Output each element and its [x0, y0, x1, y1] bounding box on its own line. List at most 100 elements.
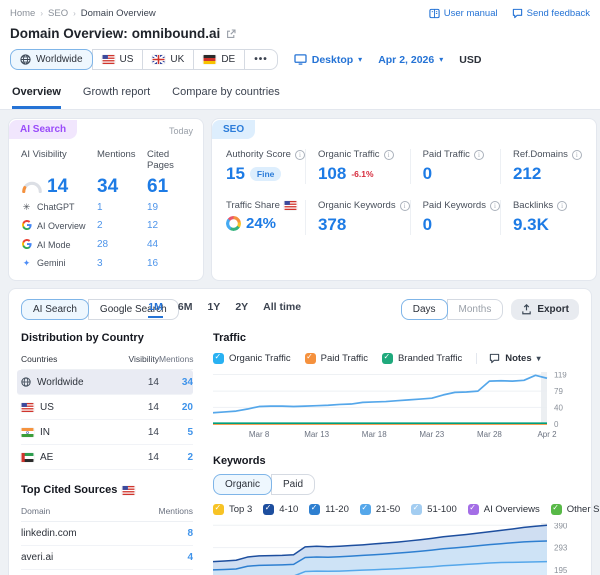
checkbox-top3[interactable]: Top 3	[213, 503, 252, 515]
checkbox-organic-traffic[interactable]: Organic Traffic	[213, 352, 291, 364]
google-g-icon	[21, 219, 32, 232]
desktop-icon	[294, 54, 307, 65]
info-icon[interactable]	[294, 149, 305, 160]
granularity-days[interactable]: Days	[400, 299, 448, 320]
chatgpt-mentions[interactable]: 1	[97, 201, 103, 213]
backlinks-value[interactable]: 9.3K	[512, 215, 549, 234]
svg-text:40: 40	[554, 403, 563, 412]
us-flag-icon	[284, 201, 297, 210]
info-icon[interactable]	[557, 200, 568, 211]
table-row-worldwide[interactable]: Worldwide 14 34	[17, 370, 193, 395]
breadcrumb-separator: ›	[40, 9, 44, 18]
countries-section-title: Distribution by Country	[21, 332, 144, 344]
tab-growth-report[interactable]: Growth report	[82, 86, 151, 98]
col-mentions: Mentions	[97, 149, 136, 160]
gemini-cited[interactable]: 16	[147, 257, 159, 269]
region-worldwide[interactable]: Worldwide	[10, 49, 93, 70]
ref-domains-value[interactable]: 212	[512, 164, 542, 183]
checkbox-21-50[interactable]: 21-50	[359, 503, 400, 515]
metric-traffic-share: Traffic Share 24%	[226, 200, 305, 235]
tab-compare-by-countries[interactable]: Compare by countries	[172, 86, 280, 98]
range-1m[interactable]: 1M	[148, 301, 163, 318]
region-uk[interactable]: UK	[142, 49, 195, 70]
chatgpt-cited[interactable]: 19	[147, 201, 159, 213]
checkbox-paid-traffic[interactable]: Paid Traffic	[304, 352, 368, 364]
organic-keywords-value[interactable]: 378	[317, 215, 347, 234]
organic-traffic-value[interactable]: 108	[317, 164, 347, 183]
region-us[interactable]: US	[91, 49, 144, 70]
info-icon[interactable]	[473, 149, 484, 160]
breadcrumb-home[interactable]: Home	[10, 8, 36, 19]
region-de[interactable]: DE	[193, 49, 246, 70]
sources-table: Domain Mentions linkedin.com 8 averi.ai …	[21, 503, 193, 575]
info-icon[interactable]	[383, 149, 394, 160]
range-2y[interactable]: 2Y	[235, 301, 249, 313]
toggle-paid[interactable]: Paid	[271, 474, 316, 495]
keywords-legend: Top 3 4-10 11-20 21-50 51-100 AI Overvie…	[213, 503, 600, 515]
toggle-ai-search[interactable]: AI Search	[21, 299, 89, 320]
svg-text:Mar 18: Mar 18	[362, 430, 387, 439]
authority-score-value[interactable]: 15	[226, 164, 245, 183]
svg-text:119: 119	[554, 372, 567, 379]
traffic-legend: Organic Traffic Paid Traffic Branded Tra…	[213, 352, 579, 364]
toggle-organic[interactable]: Organic	[213, 474, 273, 495]
date-dropdown[interactable]: Apr 2, 2026 ▾	[378, 53, 444, 66]
range-1y[interactable]: 1Y	[207, 301, 221, 313]
range-6m[interactable]: 6M	[177, 301, 193, 313]
table-row-averi[interactable]: averi.ai 4	[21, 546, 193, 570]
range-all-time[interactable]: All time	[263, 301, 302, 313]
svg-text:0: 0	[554, 420, 559, 429]
checkbox-branded-traffic[interactable]: Branded Traffic	[381, 352, 462, 364]
paid-keywords-value[interactable]: 0	[422, 215, 433, 234]
book-icon	[429, 8, 440, 19]
user-manual-link[interactable]: User manual	[429, 8, 498, 19]
table-row-us[interactable]: US 14 20	[21, 395, 193, 420]
ai-mode-mentions[interactable]: 28	[97, 238, 109, 250]
granularity-months[interactable]: Months	[446, 299, 504, 320]
checkbox-ai-overviews[interactable]: AI Overviews	[467, 503, 540, 515]
chatgpt-icon: ✳	[22, 201, 31, 212]
external-link-icon[interactable]	[226, 28, 236, 39]
breadcrumb-seo[interactable]: SEO	[48, 8, 69, 19]
ai-overview-cited[interactable]: 12	[147, 219, 159, 231]
svg-text:79: 79	[554, 387, 563, 396]
tab-overview[interactable]: Overview	[12, 80, 61, 109]
ae-flag-icon	[21, 452, 34, 462]
table-row-youtube[interactable]: youtube.com 4	[21, 570, 193, 575]
svg-text:Apr 2: Apr 2	[537, 430, 557, 439]
paid-traffic-value[interactable]: 0	[422, 164, 433, 183]
table-row-ae[interactable]: AE 14 2	[21, 445, 193, 470]
svg-text:Mar 28: Mar 28	[477, 430, 502, 439]
gemini-icon: ✦	[22, 257, 31, 268]
send-feedback-link[interactable]: Send feedback	[512, 8, 590, 19]
info-icon[interactable]	[399, 200, 410, 211]
traffic-line-chart[interactable]: 0 40 79 119 Mar 8 Mar 13 Mar 18 Mar 23 Mar 28 Apr…	[213, 372, 585, 446]
checkbox-51-100[interactable]: 51-100	[411, 503, 457, 515]
notes-dropdown[interactable]: Notes ▾	[476, 353, 541, 364]
info-icon[interactable]	[571, 149, 582, 160]
export-button[interactable]: Export	[511, 299, 579, 320]
metric-ref-domains: Ref.Domains 212	[499, 149, 582, 184]
cited-pages-value: 61	[147, 176, 169, 197]
region-more-button[interactable]: •••	[244, 49, 278, 70]
traffic-share-value[interactable]: 24%	[246, 215, 277, 232]
provider-ai-mode: AI Mode	[21, 235, 97, 254]
table-row-linkedin[interactable]: linkedin.com 8	[21, 522, 193, 546]
ai-mode-cited[interactable]: 44	[147, 238, 159, 250]
breadcrumb: Home › SEO › Domain Overview	[10, 8, 156, 19]
info-icon[interactable]	[489, 200, 500, 211]
gemini-mentions[interactable]: 3	[97, 257, 103, 269]
table-row-in[interactable]: IN 14 5	[21, 420, 193, 445]
checkbox-4-10[interactable]: 4-10	[263, 503, 298, 515]
device-dropdown[interactable]: Desktop ▾	[294, 54, 362, 66]
breadcrumb-separator: ›	[73, 9, 76, 18]
metric-organic-traffic: Organic Traffic 108-6.1%	[304, 149, 410, 184]
ai-overview-mentions[interactable]: 2	[97, 219, 103, 231]
checkbox-other-serp[interactable]: Other SERP Features	[550, 503, 600, 515]
checkbox-icon	[550, 503, 562, 515]
provider-ai-overview: AI Overview	[21, 216, 97, 235]
checkbox-11-20[interactable]: 11-20	[309, 503, 349, 515]
